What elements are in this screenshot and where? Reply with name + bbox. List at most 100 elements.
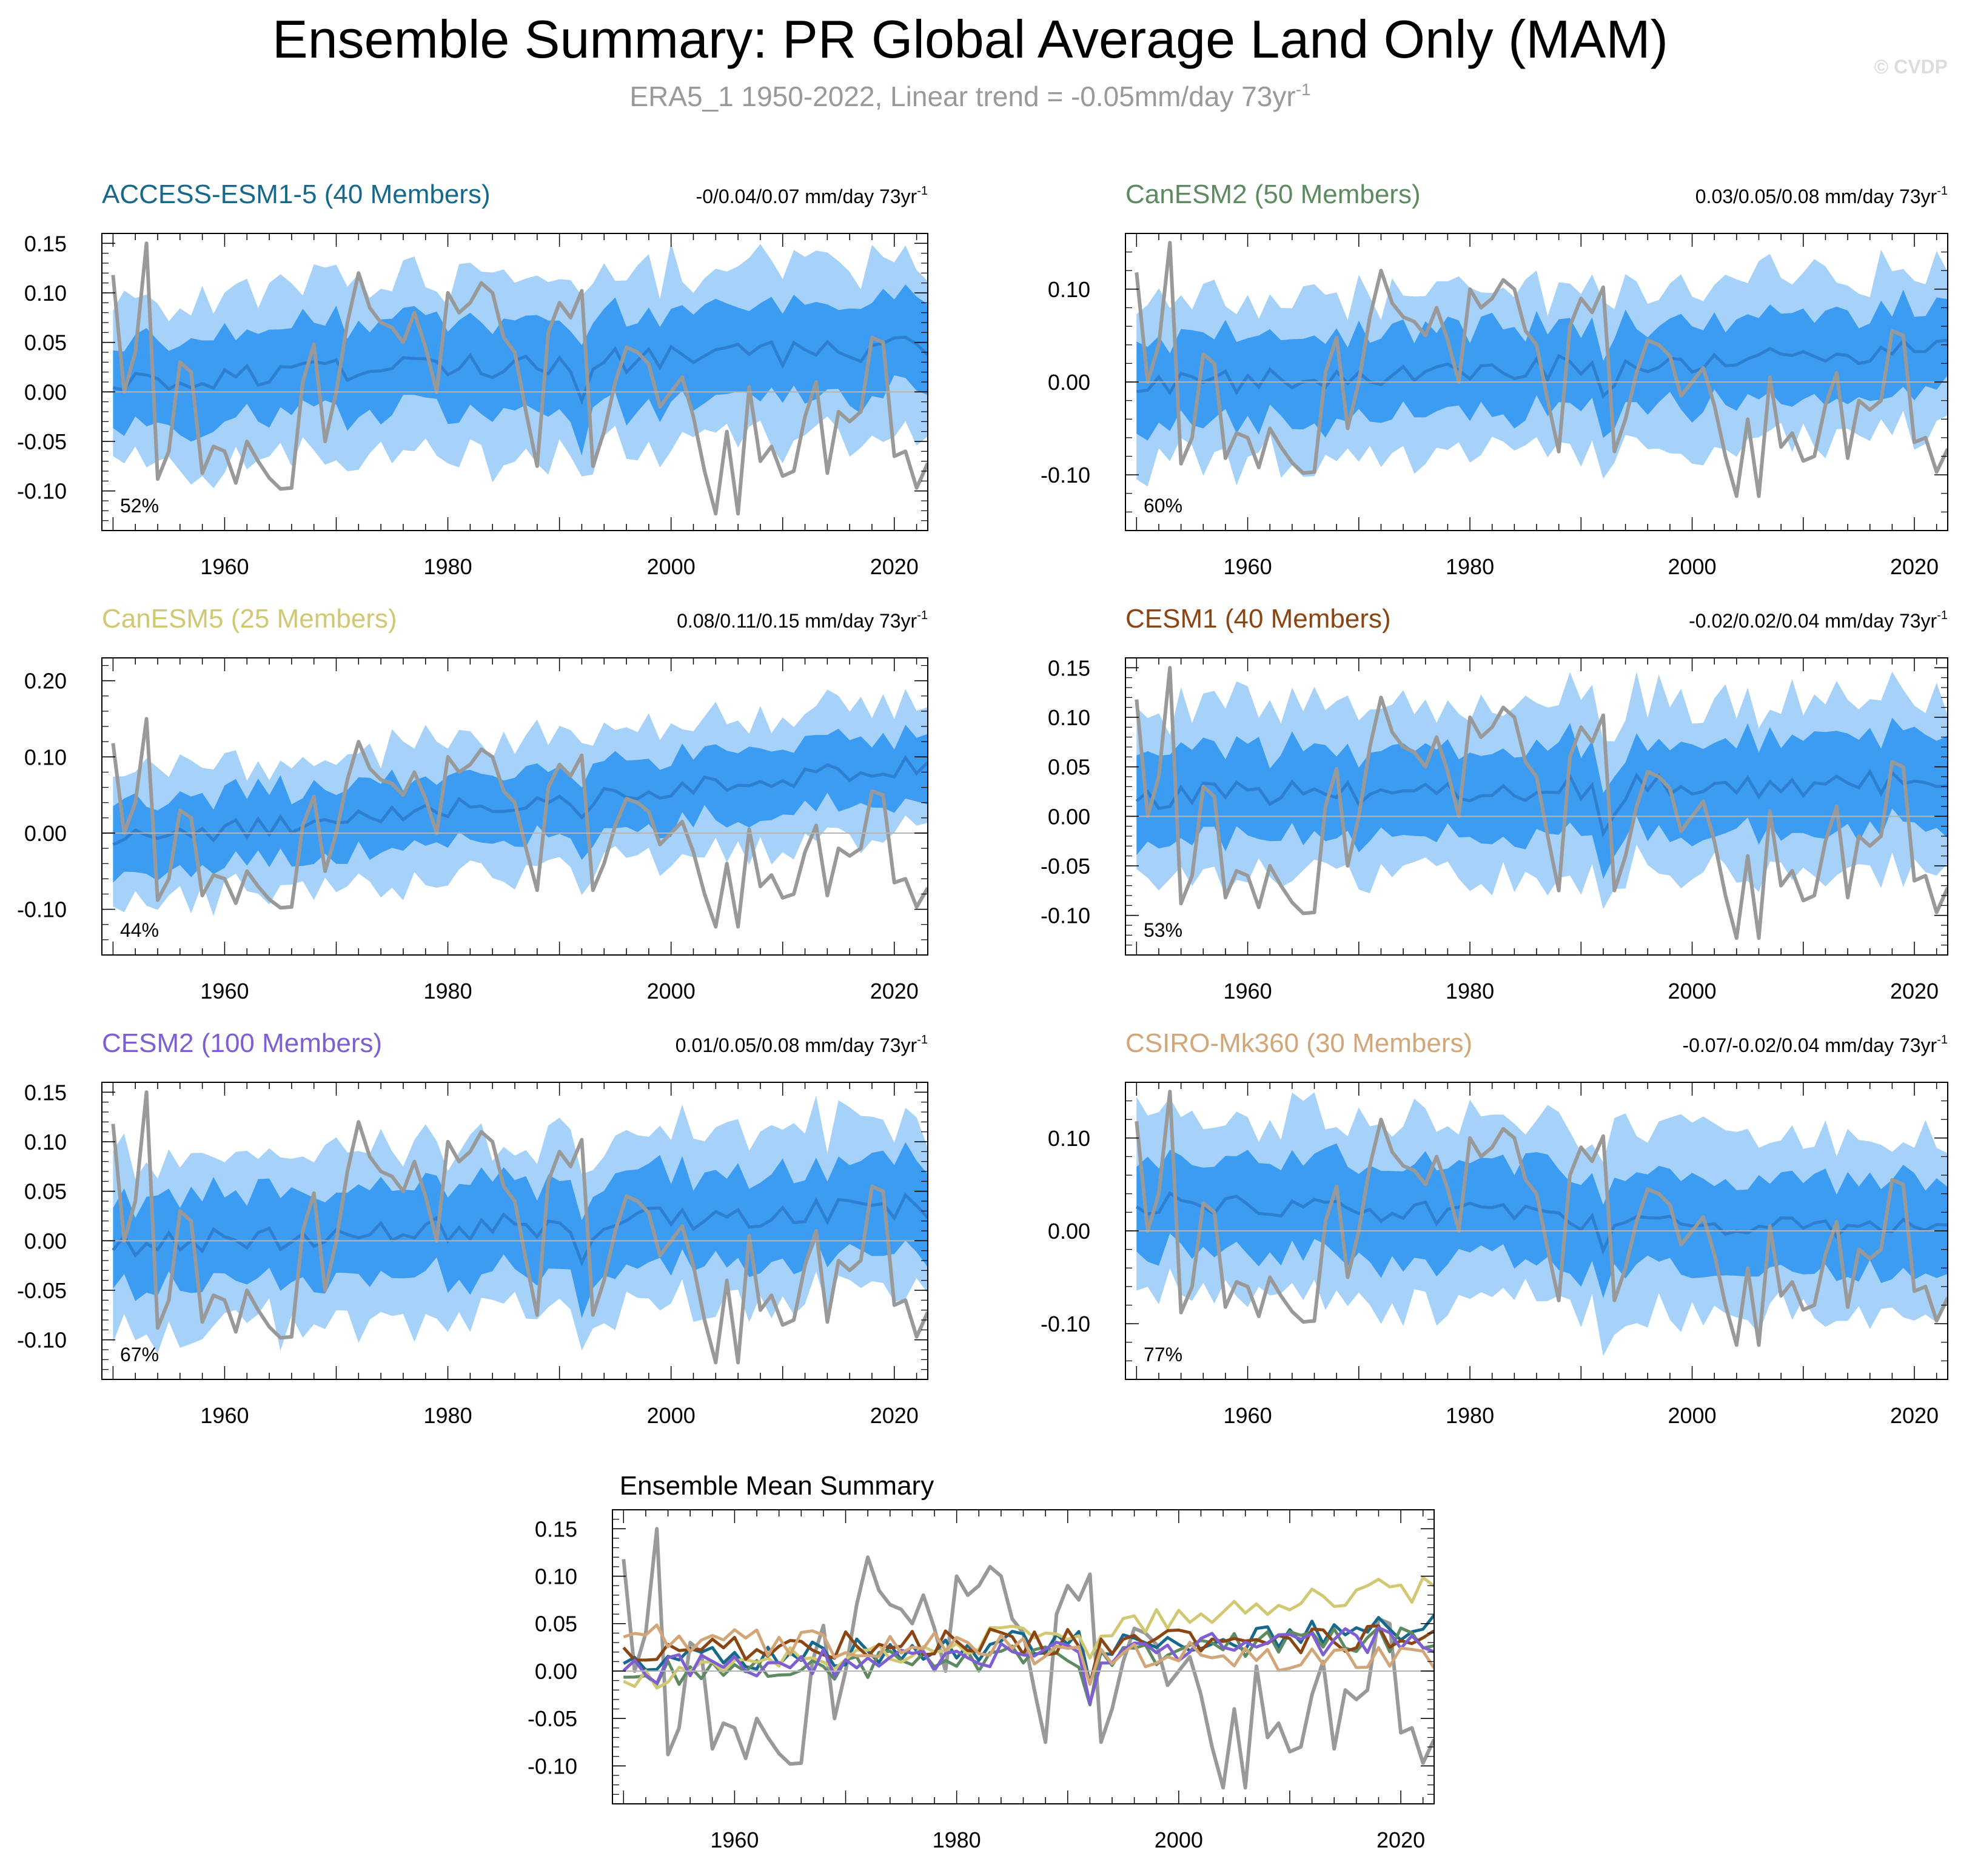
observed-line xyxy=(1135,1090,1948,1347)
panel-title: CESM2 (100 Members) xyxy=(102,1028,382,1058)
observed-line xyxy=(1135,241,1948,498)
summary-title: Ensemble Mean Summary xyxy=(620,1471,934,1501)
subtitle-main: ERA5_1 1950-2022, Linear trend = -0.05mm… xyxy=(629,81,1295,112)
x-tick-label: 2020 xyxy=(1376,1827,1425,1852)
summary-line-cesm1 xyxy=(622,1624,1434,1686)
observed-line xyxy=(622,1527,1434,1790)
trend-exponent: -1 xyxy=(917,184,928,198)
trend-label: -0/0.04/0.07 mm/day 73yr-1 xyxy=(696,184,928,207)
trend-label: 0.03/0.05/0.08 mm/day 73yr-1 xyxy=(1695,184,1948,207)
y-tick-label: -0.05 xyxy=(17,429,67,454)
panel-title: ACCESS-ESM1-5 (40 Members) xyxy=(102,179,491,209)
y-tick-label: -0.10 xyxy=(17,1328,67,1353)
x-tick-label: 2000 xyxy=(1668,554,1716,579)
y-tick-label: 0.10 xyxy=(535,1564,577,1589)
y-tick-label: 0.15 xyxy=(535,1516,577,1541)
y-tick-label: 0.10 xyxy=(24,1130,67,1154)
plot-area xyxy=(111,241,928,516)
percent-label: 67% xyxy=(120,1344,159,1365)
y-tick-label: -0.10 xyxy=(1041,463,1090,487)
trend-text: -0.02/0.02/0.04 mm/day 73yr xyxy=(1689,610,1937,632)
y-tick-label: 0.10 xyxy=(1048,705,1090,730)
x-tick-label: 2000 xyxy=(647,554,696,579)
percent-label: 60% xyxy=(1144,495,1182,517)
x-tick-label: 1960 xyxy=(1224,1403,1272,1428)
panel-access: 1960 1980 2000 2020 -0.10 -0.05 0.00 0.05 0.10 0.… xyxy=(17,179,928,579)
ensemble-mean-line xyxy=(1135,1191,1948,1255)
panel-csiro: 1960 1980 2000 2020 -0.10 0.00 0.10 77% CSIRO-Mk… xyxy=(1041,1028,1948,1428)
percent-label: 44% xyxy=(120,919,159,941)
percent-label: 52% xyxy=(120,495,159,517)
x-tick-label: 2020 xyxy=(870,1403,919,1428)
x-tick-label: 2000 xyxy=(647,1403,696,1428)
trend-exponent: -1 xyxy=(1937,609,1948,622)
panel-canesm5: 1960 1980 2000 2020 -0.10 0.00 0.10 0.20 44% CanE… xyxy=(17,604,928,1003)
plot-area xyxy=(1135,241,1948,498)
plot-area xyxy=(111,689,928,929)
percent-label: 77% xyxy=(1144,1344,1182,1365)
x-tick-label: 1980 xyxy=(424,554,472,579)
y-tick-label: -0.05 xyxy=(528,1706,577,1731)
y-tick-label: 0.00 xyxy=(1048,1219,1090,1244)
x-tick-label: 2000 xyxy=(1668,979,1716,1003)
plot-area xyxy=(622,1527,1434,1790)
y-tick-label: -0.10 xyxy=(528,1754,577,1778)
x-tick-label: 1960 xyxy=(710,1827,759,1852)
y-tick-label: 0.00 xyxy=(24,1228,67,1253)
panel-title: CESM1 (40 Members) xyxy=(1125,604,1391,634)
observed-line xyxy=(111,1090,928,1365)
inner-spread-band xyxy=(113,725,928,883)
y-tick-label: 0.00 xyxy=(24,821,67,846)
y-tick-label: -0.10 xyxy=(17,897,67,922)
ensemble-mean-line xyxy=(1135,768,1948,838)
y-tick-label: 0.15 xyxy=(1048,655,1090,680)
x-tick-label: 2020 xyxy=(1890,979,1939,1003)
trend-label: -0.07/-0.02/0.04 mm/day 73yr-1 xyxy=(1682,1033,1948,1056)
panel-title: CanESM2 (50 Members) xyxy=(1125,179,1421,209)
panel-title: CanESM5 (25 Members) xyxy=(102,604,397,634)
x-tick-label: 2020 xyxy=(870,979,919,1003)
x-tick-label: 1980 xyxy=(424,1403,472,1428)
x-tick-label: 2000 xyxy=(1155,1827,1203,1852)
y-tick-label: 0.15 xyxy=(24,1080,67,1105)
trend-exponent: -1 xyxy=(917,609,928,622)
x-tick-label: 2020 xyxy=(1890,554,1939,579)
x-tick-label: 1960 xyxy=(1224,554,1272,579)
y-tick-label: 0.10 xyxy=(1048,277,1090,302)
x-tick-label: 1980 xyxy=(1446,979,1494,1003)
panel-summary: 1960 1980 2000 2020 -0.10 -0.05 0.00 0.05 0.10 0.… xyxy=(528,1471,1435,1852)
x-tick-label: 1980 xyxy=(933,1827,981,1852)
trend-text: -0.07/-0.02/0.04 mm/day 73yr xyxy=(1682,1034,1937,1056)
trend-label: 0.01/0.05/0.08 mm/day 73yr-1 xyxy=(676,1033,928,1056)
x-tick-label: 2000 xyxy=(1668,1403,1716,1428)
summary-line-canesm5 xyxy=(623,1576,1434,1690)
plot-area xyxy=(1135,1090,1948,1356)
y-tick-label: 0.10 xyxy=(24,745,67,769)
observed-line xyxy=(1135,666,1948,940)
summary-line-cesm2 xyxy=(622,1626,1434,1706)
trend-text: 0.01/0.05/0.08 mm/day 73yr xyxy=(676,1034,917,1056)
x-tick-label: 1960 xyxy=(1224,979,1272,1003)
y-tick-label: -0.05 xyxy=(1041,854,1090,879)
x-tick-label: 1960 xyxy=(200,979,249,1003)
y-tick-label: 0.20 xyxy=(24,669,67,694)
x-tick-label: 1960 xyxy=(200,554,249,579)
y-tick-label: 0.05 xyxy=(24,1179,67,1204)
y-tick-label: -0.10 xyxy=(1041,1312,1090,1336)
figure-subtitle: ERA5_1 1950-2022, Linear trend = -0.05mm… xyxy=(629,80,1310,112)
y-tick-label: 0.00 xyxy=(1048,370,1090,395)
y-tick-label: 0.10 xyxy=(24,281,67,306)
observed-line xyxy=(111,241,928,516)
trend-exponent: -1 xyxy=(1937,1033,1948,1047)
y-tick-label: -0.10 xyxy=(1041,903,1090,928)
figure-title: Ensemble Summary: PR Global Average Land… xyxy=(272,9,1668,69)
plot-area xyxy=(111,1090,928,1365)
x-tick-label: 1980 xyxy=(1446,554,1494,579)
trend-text: 0.08/0.11/0.15 mm/day 73yr xyxy=(677,610,917,632)
y-tick-label: 0.05 xyxy=(535,1612,577,1636)
y-tick-label: -0.10 xyxy=(17,479,67,504)
x-tick-label: 1960 xyxy=(200,1403,249,1428)
trend-label: -0.02/0.02/0.04 mm/day 73yr-1 xyxy=(1689,609,1948,632)
panel-title: CSIRO-Mk360 (30 Members) xyxy=(1125,1028,1472,1058)
